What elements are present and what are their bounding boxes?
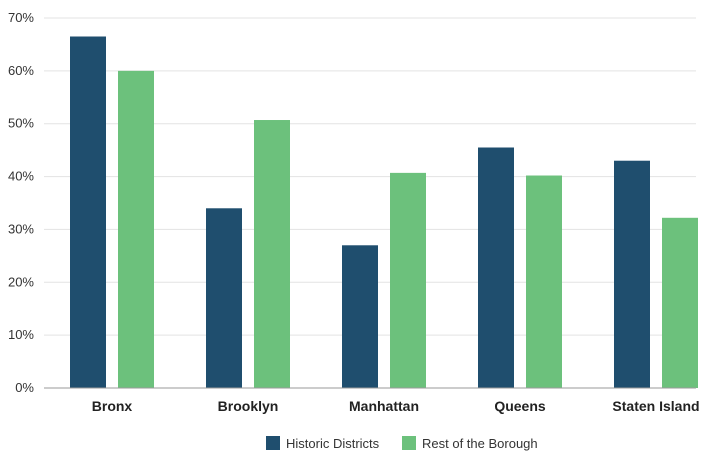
- y-tick-label: 40%: [8, 169, 34, 184]
- x-category-label: Staten Island: [612, 398, 699, 414]
- bars: [70, 36, 698, 388]
- bar-historic-districts-manhattan: [342, 245, 378, 388]
- bar-historic-districts-bronx: [70, 36, 106, 388]
- bar-historic-districts-brooklyn: [206, 208, 242, 388]
- bar-rest-of-borough-queens: [526, 175, 562, 388]
- legend-swatch: [266, 436, 280, 450]
- legend-swatch: [402, 436, 416, 450]
- bar-rest-of-borough-staten-island: [662, 217, 698, 388]
- y-tick-label: 30%: [8, 221, 34, 236]
- bar-rest-of-borough-bronx: [118, 70, 154, 388]
- y-tick-label: 50%: [8, 116, 34, 131]
- x-axis-category-labels: Bronx Brooklyn Manhattan Queens Staten Islan…: [92, 398, 700, 414]
- bar-historic-districts-queens: [478, 147, 514, 388]
- x-category-label: Queens: [494, 398, 546, 414]
- y-tick-label: 70%: [8, 10, 34, 25]
- y-axis-tick-labels: 0% 10% 20% 30% 40% 50% 60% 70%: [8, 10, 34, 395]
- legend-label: Historic Districts: [286, 436, 380, 451]
- bar-rest-of-borough-brooklyn: [254, 120, 290, 388]
- legend: Historic Districts Rest of the Borough: [266, 436, 538, 451]
- bar-historic-districts-staten-island: [614, 160, 650, 388]
- x-category-label: Bronx: [92, 398, 133, 414]
- x-category-label: Brooklyn: [218, 398, 279, 414]
- x-category-label: Manhattan: [349, 398, 419, 414]
- y-tick-label: 0%: [15, 380, 34, 395]
- y-tick-label: 10%: [8, 327, 34, 342]
- y-tick-label: 60%: [8, 63, 34, 78]
- bar-rest-of-borough-manhattan: [390, 172, 426, 388]
- legend-label: Rest of the Borough: [422, 436, 538, 451]
- y-tick-label: 20%: [8, 274, 34, 289]
